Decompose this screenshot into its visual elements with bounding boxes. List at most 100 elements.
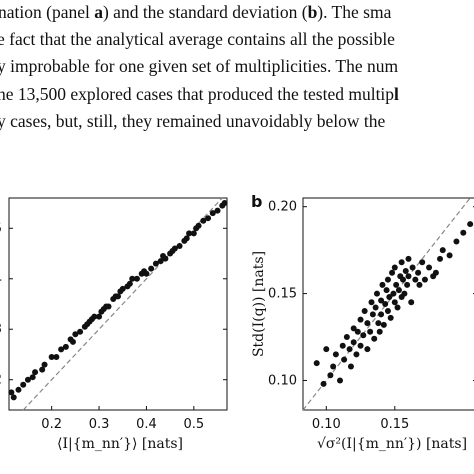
data-point [91, 313, 98, 320]
x-tick-label: 0.2 [41, 417, 62, 432]
data-point [391, 264, 398, 271]
data-point [372, 304, 379, 311]
caption-line-2: e fact that the analytical average conta… [0, 29, 395, 49]
panel-b-points [313, 221, 474, 387]
data-point [72, 331, 79, 338]
data-point [200, 217, 207, 224]
y-tick-label: 0.20 [268, 200, 297, 215]
data-point [205, 215, 212, 222]
y-tick-label: .3 [0, 322, 2, 337]
data-point [378, 311, 385, 318]
panel-b-xlabel: √σ²(I|{m_nn′}) [nats] [317, 436, 467, 452]
data-point [133, 275, 140, 282]
data-point [29, 374, 36, 381]
caption-bold-char: l [394, 84, 399, 104]
data-point [409, 264, 416, 271]
data-point [186, 230, 193, 237]
data-point [437, 255, 444, 262]
data-point [357, 342, 364, 349]
data-point [379, 281, 386, 288]
data-point [383, 287, 390, 294]
data-point [343, 334, 350, 341]
data-point [58, 346, 65, 353]
panel-a-yticks: .2 .3 .4 .5 [0, 221, 227, 388]
data-point [157, 258, 164, 265]
caption-bold-a: a [94, 2, 103, 22]
data-point [360, 332, 367, 339]
y-tick-label: 0.10 [268, 373, 297, 388]
data-point [368, 299, 375, 306]
data-point [395, 287, 402, 294]
data-point [361, 307, 368, 314]
data-point [313, 360, 320, 367]
caption-text-span: ) and the standard deviation ( [102, 2, 308, 22]
data-point [341, 356, 348, 363]
data-point [405, 273, 412, 280]
panel-b: b 0.10 0.15 0.10 0.15 0.20 Std(I(q)) [nats]… [251, 192, 474, 452]
data-point [389, 269, 396, 276]
caption-text-span: he 13,500 explored cases that produced t… [0, 84, 395, 104]
data-point [419, 259, 426, 266]
data-point [24, 376, 31, 383]
data-point [378, 297, 385, 304]
data-point [10, 394, 17, 401]
caption-line-4: he 13,500 explored cases that produced t… [0, 84, 399, 104]
data-point [32, 369, 39, 376]
data-point [364, 346, 371, 353]
data-point [176, 242, 183, 249]
x-tick-label: 0.4 [136, 417, 157, 432]
data-point [350, 325, 357, 332]
x-tick-label: 0.10 [312, 417, 341, 432]
data-point [446, 252, 453, 259]
panel-b-frame [302, 197, 474, 411]
data-point [327, 372, 334, 379]
y-tick-label: .4 [0, 272, 2, 287]
caption-text-span: nation (panel [0, 2, 95, 22]
panel-b-ylabel: Std(I(q)) [nats] [251, 251, 267, 357]
panel-b-xticks: 0.10 0.15 [312, 406, 409, 432]
data-point [8, 389, 15, 396]
data-point [148, 265, 155, 272]
data-point [39, 366, 46, 373]
x-tick-label: 0.15 [380, 417, 409, 432]
data-point [96, 313, 103, 320]
data-point [382, 301, 389, 307]
data-point [369, 311, 376, 318]
data-point [467, 221, 474, 228]
data-point [400, 276, 407, 283]
data-point [115, 293, 121, 300]
data-point [401, 290, 408, 297]
data-point [398, 259, 405, 266]
data-point [62, 343, 69, 350]
data-point [171, 245, 178, 252]
data-point [152, 260, 159, 267]
data-point [390, 290, 397, 297]
data-point [376, 328, 383, 335]
data-point [129, 275, 136, 282]
data-point [183, 235, 190, 242]
data-point [195, 222, 202, 229]
data-point [412, 276, 419, 283]
data-point [402, 267, 409, 274]
data-point [367, 328, 374, 335]
data-point [347, 363, 354, 370]
data-point [426, 264, 433, 271]
data-point [393, 281, 400, 288]
panel-a: 0.2 0.3 0.4 0.5 .2 .3 .4 .5 ⟨I|{m_nn′}⟩ [nats] [0, 197, 228, 452]
data-point [336, 377, 343, 384]
data-point [460, 229, 467, 236]
data-point [143, 270, 150, 277]
data-point [384, 307, 391, 314]
data-point [190, 230, 197, 237]
data-point [20, 381, 27, 388]
data-point [15, 386, 22, 393]
data-point [339, 342, 346, 349]
data-point [332, 351, 339, 358]
data-point [384, 276, 391, 283]
panel-a-reference-line [22, 197, 223, 411]
data-point [439, 247, 446, 254]
data-point [415, 269, 422, 276]
data-point [421, 276, 428, 283]
data-point [330, 363, 337, 370]
data-point [404, 281, 411, 288]
